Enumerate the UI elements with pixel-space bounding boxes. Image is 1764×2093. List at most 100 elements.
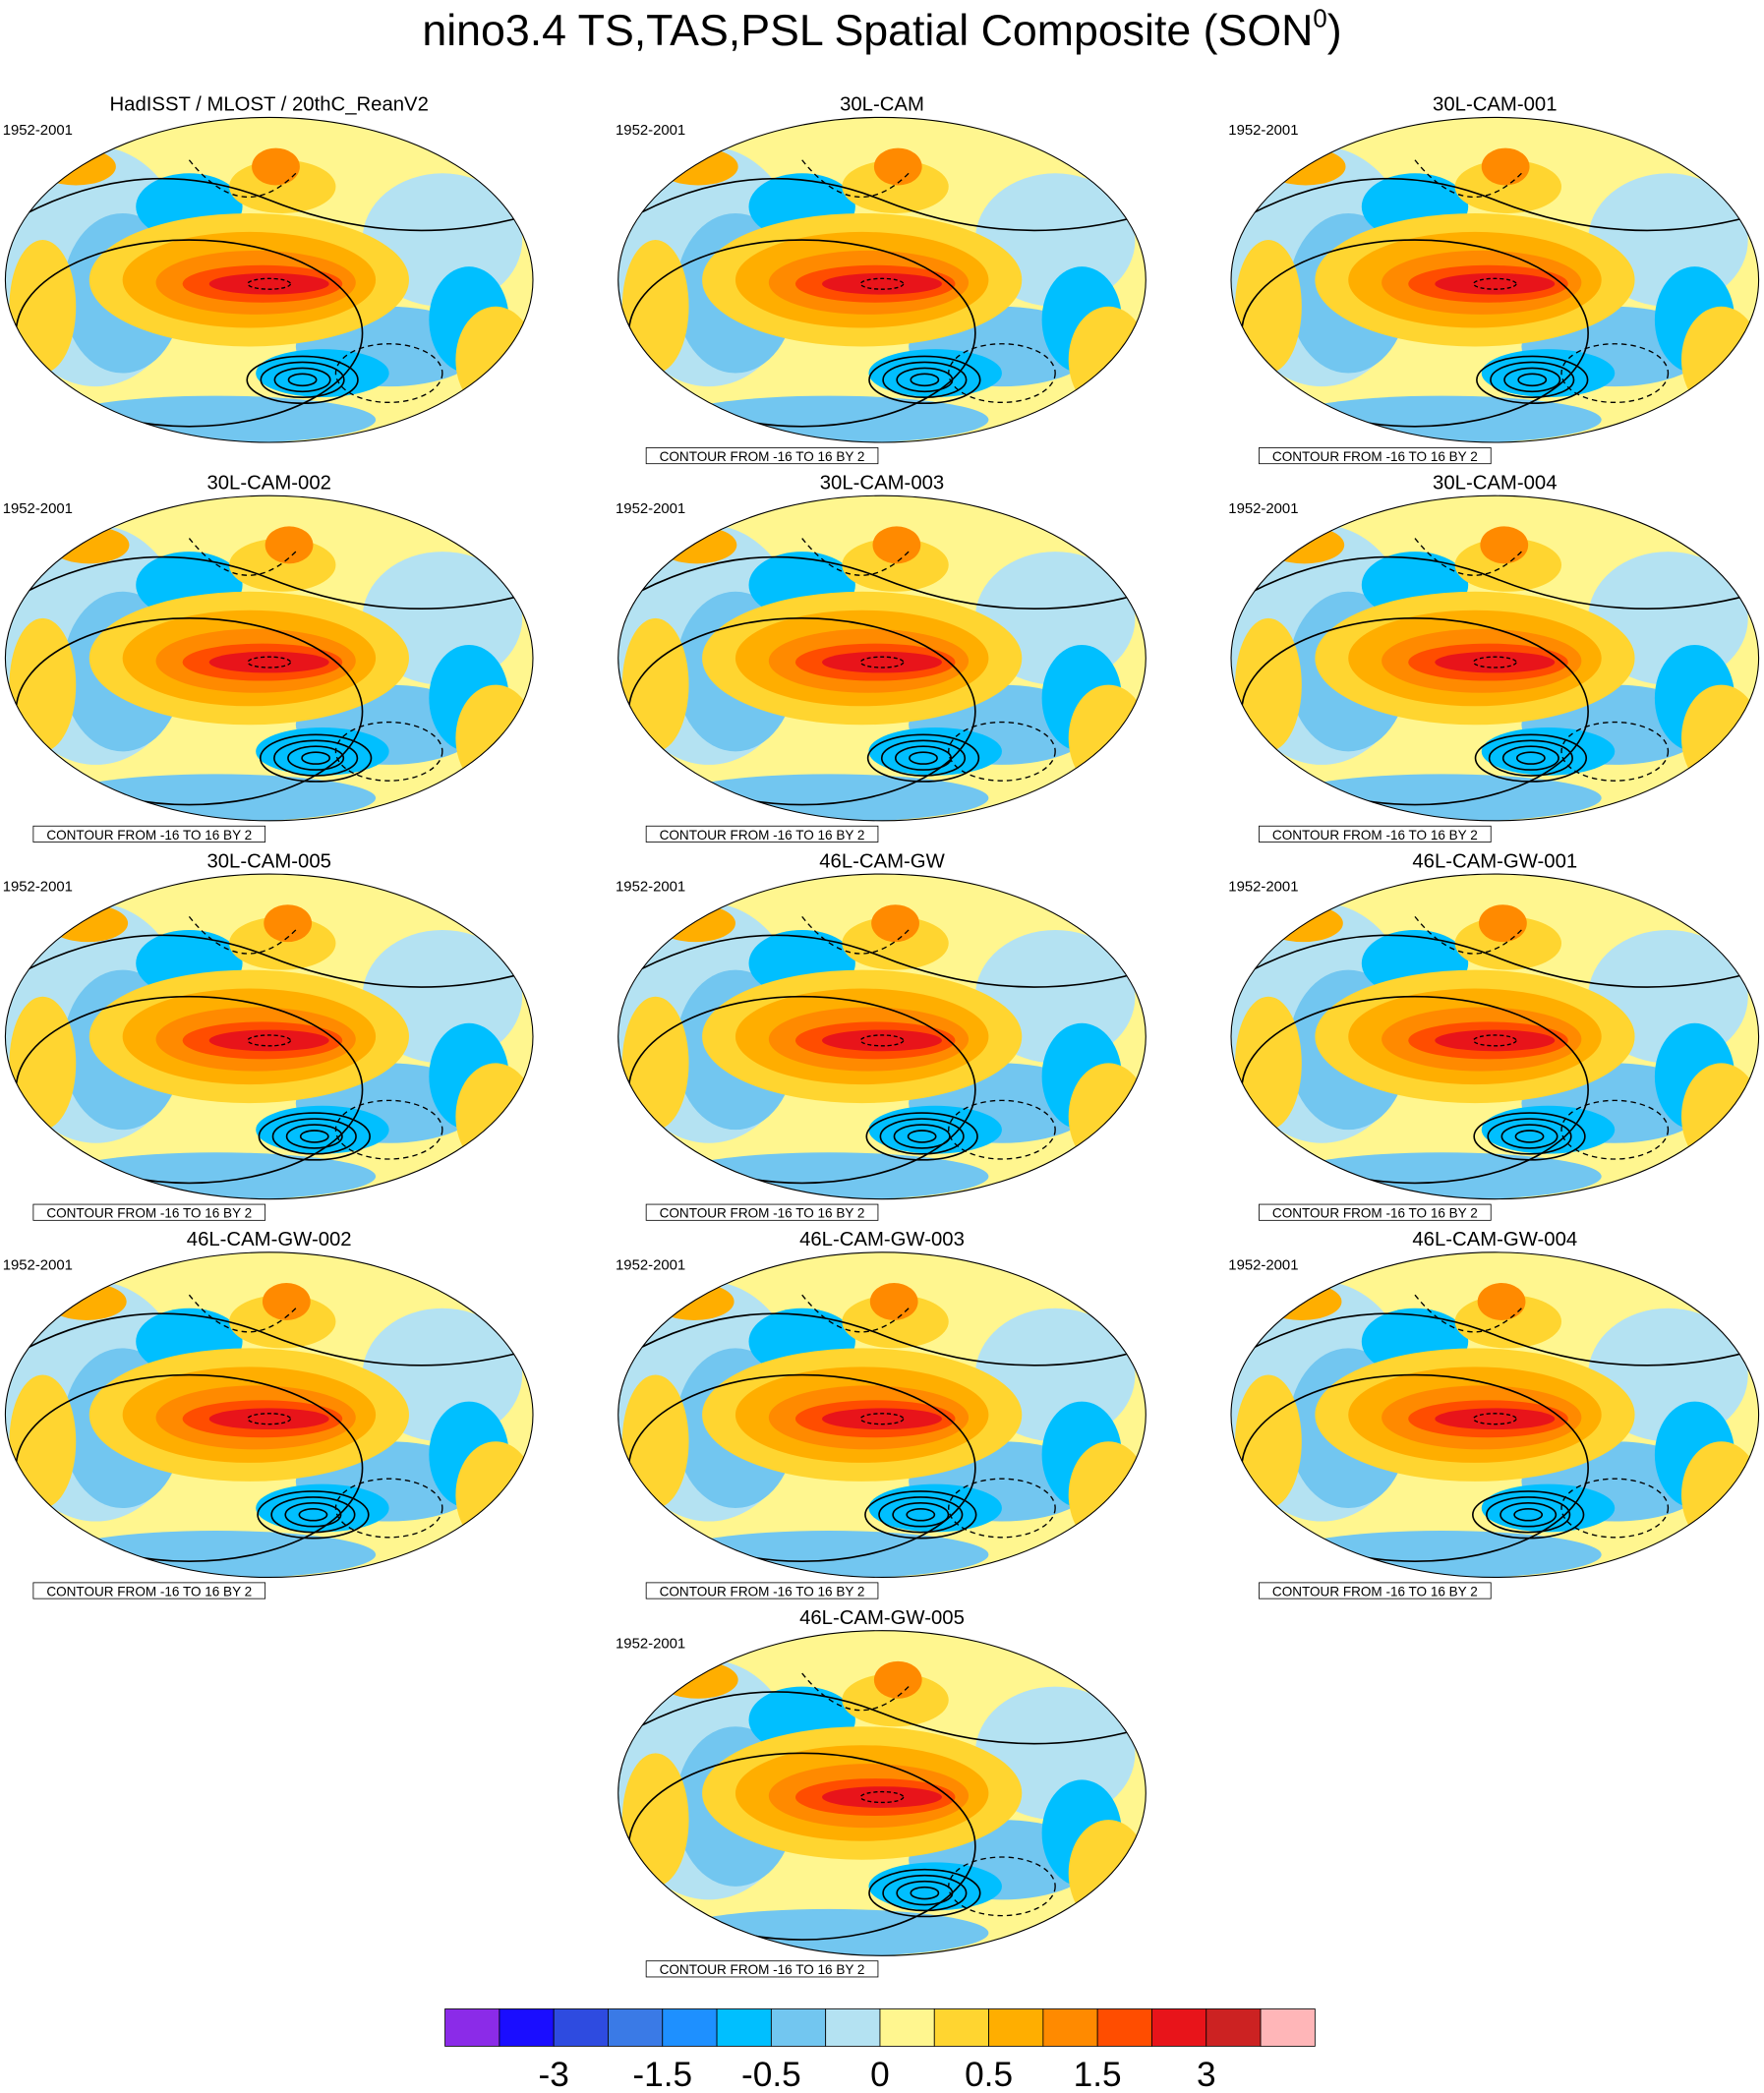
- contour-line: [273, 367, 331, 393]
- field-patch: [869, 1283, 918, 1320]
- field-patch: [229, 1295, 336, 1349]
- contour-line: [298, 1508, 328, 1522]
- contour-line: [1414, 915, 1522, 955]
- colorbar-label: 0: [870, 2056, 890, 2093]
- field-patch: [1281, 774, 1602, 821]
- field-patch: [669, 774, 989, 821]
- field-patch: [46, 1283, 127, 1320]
- contour-line: [188, 915, 297, 955]
- contour-note: CONTOUR FROM -16 TO 16 BY 2: [46, 1584, 252, 1599]
- contour-line: [859, 656, 905, 669]
- field-patch: [9, 1374, 77, 1509]
- field-patch: [868, 349, 1002, 397]
- colorbar-label: 3: [1197, 2056, 1216, 2093]
- panel-period: 1952-2001: [616, 1636, 685, 1652]
- panel-title: 46L-CAM-GW-003: [799, 1229, 965, 1250]
- contour-line: [864, 1490, 977, 1540]
- contour-line: [801, 1294, 910, 1333]
- contour-line: [617, 1691, 1147, 1745]
- contour-line: [188, 538, 297, 576]
- contour-note-box: [645, 1203, 879, 1221]
- field-patch: [256, 349, 389, 397]
- contour-line: [1472, 1034, 1517, 1047]
- contour-line: [948, 1099, 1056, 1160]
- contour-line: [1490, 361, 1575, 399]
- field-patch: [1235, 240, 1302, 374]
- map-panel: 46L-CAM-GW 1952-2001 CONTOUR FROM -16 TO 1…: [616, 850, 1147, 1221]
- contour-line: [617, 555, 1147, 610]
- contour-line: [617, 177, 1147, 232]
- map-panel: 30L-CAM-004 1952-2001 CONTOUR FROM -16 TO …: [1228, 472, 1760, 843]
- field-patch: [621, 617, 689, 752]
- field-patch: [1264, 526, 1345, 564]
- field-patch: [657, 526, 737, 564]
- contour-note: CONTOUR FROM -16 TO 16 BY 2: [46, 828, 252, 843]
- contour-note: CONTOUR FROM -16 TO 16 BY 2: [1272, 1206, 1478, 1221]
- field-patch: [9, 240, 77, 374]
- field-patch: [252, 147, 300, 186]
- map-outline: [617, 494, 1147, 822]
- contour-line: [1231, 1312, 1759, 1366]
- contour-line: [334, 343, 443, 404]
- contour-note: CONTOUR FROM -16 TO 16 BY 2: [1272, 828, 1478, 843]
- map-field: [1231, 117, 1759, 443]
- map-outline: [1230, 116, 1760, 443]
- contour-line: [1503, 367, 1561, 393]
- contour-line: [866, 733, 980, 783]
- contour-line: [284, 1502, 342, 1528]
- colorbar-swatch: [1260, 2008, 1316, 2047]
- field-patch: [1481, 1483, 1616, 1533]
- field-patch: [822, 651, 942, 673]
- contour-line: [1414, 1294, 1522, 1333]
- map-outline: [1230, 873, 1760, 1200]
- contour-line: [247, 1413, 292, 1425]
- contour-line: [247, 277, 292, 290]
- field-patch: [1480, 526, 1529, 564]
- contour-line: [1486, 1496, 1571, 1534]
- field-patch: [1281, 395, 1602, 443]
- map-field: [5, 495, 533, 821]
- field-patch: [669, 1152, 989, 1199]
- colorbar-swatch: [662, 2008, 718, 2047]
- contour-line: [1560, 1099, 1670, 1160]
- contour-line: [334, 721, 443, 782]
- colorbar-swatch: [825, 2008, 881, 2047]
- contour-line: [188, 1294, 297, 1333]
- contour-line: [1515, 751, 1546, 765]
- field-patch: [822, 1029, 942, 1052]
- contour-line: [1560, 721, 1670, 782]
- field-patch: [9, 617, 77, 752]
- contour-line: [1499, 1502, 1558, 1528]
- panel-period: 1952-2001: [616, 880, 685, 896]
- map-outline: [617, 873, 1147, 1200]
- field-patch: [621, 1753, 689, 1887]
- field-patch: [655, 904, 735, 943]
- field-patch: [669, 1531, 989, 1578]
- title-text: nino3.4 TS,TAS,PSL Spatial Composite (SO…: [422, 7, 1313, 55]
- map-outline: [617, 1630, 1147, 1956]
- contour-line: [301, 751, 331, 765]
- contour-line: [1231, 177, 1759, 232]
- colorbar-label: -3: [539, 2056, 569, 2093]
- map-panel: 30L-CAM-003 1952-2001 CONTOUR FROM -16 TO …: [616, 472, 1147, 843]
- map-panel: 30L-CAM-005 1952-2001 CONTOUR FROM -16 TO …: [3, 850, 534, 1221]
- contour-line: [868, 1868, 981, 1918]
- field-patch: [842, 538, 949, 592]
- contour-line: [247, 656, 292, 669]
- field-patch: [208, 651, 329, 673]
- contour-line: [1560, 1478, 1670, 1539]
- contour-line: [948, 343, 1056, 404]
- contour-note: CONTOUR FROM -16 TO 16 BY 2: [1272, 449, 1478, 464]
- contour-line: [5, 555, 533, 610]
- contour-line: [258, 1112, 371, 1161]
- contour-note-box: [645, 1960, 879, 1978]
- contour-line: [801, 1672, 910, 1712]
- map-panel: 46L-CAM-GW-004 1952-2001 CONTOUR FROM -16 …: [1228, 1229, 1760, 1599]
- field-patch: [654, 1283, 735, 1320]
- contour-line: [1414, 538, 1522, 576]
- contour-line: [1514, 1130, 1545, 1143]
- map-panel: 46L-CAM-GW-002 1952-2001 CONTOUR FROM -16 …: [3, 1229, 534, 1599]
- field-patch: [264, 904, 313, 943]
- contour-note: CONTOUR FROM -16 TO 16 BY 2: [660, 1206, 865, 1221]
- panel-period: 1952-2001: [3, 1257, 73, 1273]
